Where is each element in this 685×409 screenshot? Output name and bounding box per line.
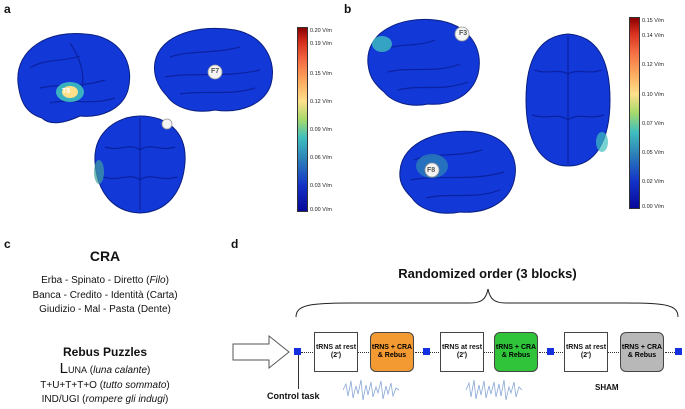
- colorbar-a-tick: 0.06 V/m: [310, 155, 333, 161]
- panel-c-label: c: [4, 237, 11, 251]
- cra-item: Banca - Credito - Identità (Carta): [32, 290, 178, 301]
- timeline-marker: [547, 348, 554, 355]
- control-task-label: Control task: [267, 391, 320, 401]
- electrode-label-f3: F3: [459, 30, 468, 37]
- rest-box-3: tRNS at rest (2'): [564, 332, 608, 372]
- noise-waveform-1: [343, 379, 399, 401]
- electrode-label-f8: F8: [427, 167, 436, 174]
- electrode-label-t8: T8: [62, 88, 71, 95]
- colorbar-a-tick: 0.12 V/m: [310, 99, 333, 105]
- panel-a-brain-right-view: [154, 27, 273, 112]
- start-arrow: [232, 334, 290, 370]
- timeline-dots: [607, 352, 621, 353]
- panel-b-label: b: [344, 2, 352, 16]
- randomized-brace: [295, 288, 679, 318]
- colorbar-b-tick: 0.02 V/m: [642, 179, 665, 185]
- task-box-1: tRNS + CRA & Rebus: [370, 332, 414, 372]
- rebus-item: T+U+T+T+O (tutto sommato): [40, 380, 170, 391]
- colorbar-a-tick: 0.09 V/m: [310, 127, 333, 133]
- noise-waveform-2: [466, 379, 522, 401]
- colorbar-b-tick: 0.12 V/m: [642, 62, 665, 68]
- panel-b-colorbar: [629, 17, 640, 209]
- timeline-dots: [483, 352, 495, 353]
- task-box-3: tRNS + CRA & Rebus: [620, 332, 664, 372]
- rebus-item: LUNA (luna calante): [59, 360, 151, 377]
- control-task-pointer: [298, 355, 299, 389]
- sham-label: SHAM: [595, 383, 619, 392]
- timeline-dots: [665, 352, 677, 353]
- colorbar-b-tick: 0.00 V/m: [642, 204, 665, 210]
- colorbar-b-tick: 0.10 V/m: [642, 92, 665, 98]
- colorbar-a-tick: 0.20 V/m: [310, 28, 333, 34]
- colorbar-a-tick: 0.03 V/m: [310, 183, 333, 189]
- colorbar-a-tick: 0.00 V/m: [310, 207, 333, 213]
- panel-b-brain-left-view: [367, 18, 480, 106]
- panel-a-brain-left-view: [17, 32, 131, 124]
- colorbar-a-tick: 0.19 V/m: [310, 41, 333, 47]
- rebus-item: IND/UGI (rompere gli indugi): [41, 394, 169, 405]
- rest-box-2: tRNS at rest (2'): [440, 332, 484, 372]
- timeline-marker: [294, 348, 301, 355]
- panel-d-label: d: [231, 237, 239, 251]
- panel-a-colorbar: [297, 27, 308, 212]
- rebus-title: Rebus Puzzles: [62, 345, 148, 359]
- colorbar-a-tick: 0.15 V/m: [310, 71, 333, 77]
- randomized-title: Randomized order (3 blocks): [398, 266, 577, 281]
- colorbar-b-tick: 0.15 V/m: [642, 18, 665, 24]
- task-box-2: tRNS + CRA & Rebus: [494, 332, 538, 372]
- colorbar-b-tick: 0.05 V/m: [642, 150, 665, 156]
- panel-b-brain-right-view: [399, 130, 516, 214]
- colorbar-b-tick: 0.07 V/m: [642, 121, 665, 127]
- colorbar-b-tick: 0.14 V/m: [642, 33, 665, 39]
- cra-item: Erba - Spinato - Diretto (Filo): [41, 275, 169, 286]
- cra-title: CRA: [89, 248, 121, 264]
- timeline-marker: [675, 348, 682, 355]
- timeline-dots: [357, 352, 371, 353]
- timeline-marker: [423, 348, 430, 355]
- panel-a-brain-back-view: [94, 115, 186, 214]
- panel-a-label: a: [4, 2, 11, 16]
- panel-b-brain-top-view: [525, 33, 611, 167]
- rest-box-1: tRNS at rest (2'): [314, 332, 358, 372]
- timeline-dots: [301, 352, 315, 353]
- electrode-label-f7: F7: [211, 68, 220, 75]
- cra-item: Giudizio - Mal - Pasta (Dente): [39, 304, 171, 315]
